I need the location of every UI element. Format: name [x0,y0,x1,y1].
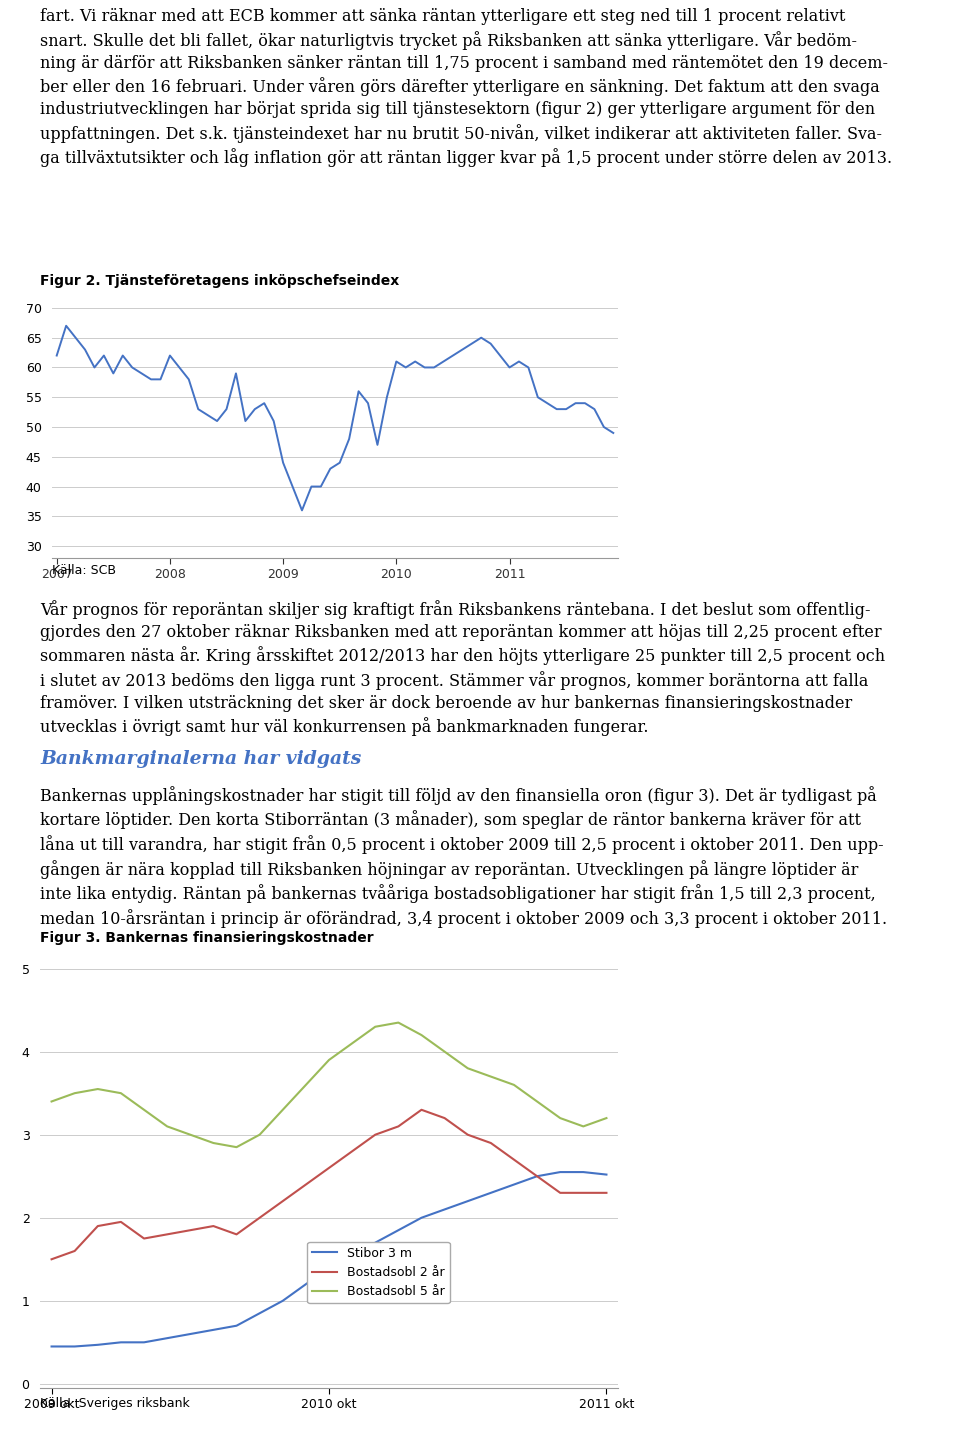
Bostadsobl 5 år [207,1135,219,1152]
Stibor 3 m [485,1184,496,1202]
Stibor 3 m [578,1164,589,1181]
Bostadsobl 2 år [300,1175,312,1193]
Stibor 3 m [508,1175,519,1193]
Line: Bostadsobl 5 år: Bostadsobl 5 år [52,1023,607,1148]
Stibor 3 m [230,1316,242,1334]
Bostadsobl 2 år [92,1218,104,1235]
Bostadsobl 2 år [46,1251,58,1268]
Stibor 3 m [370,1234,381,1251]
Bostadsobl 5 år [370,1019,381,1036]
Text: Bankmarginalerna har vidgats: Bankmarginalerna har vidgats [40,750,361,769]
Stibor 3 m [416,1209,427,1226]
Bostadsobl 5 år [184,1126,196,1144]
Bostadsobl 5 år [462,1059,473,1077]
Text: Figur 2. Tjänsteföretagens inköpschefseindex: Figur 2. Tjänsteföretagens inköpschefsei… [40,275,399,288]
Stibor 3 m [184,1325,196,1343]
Line: Stibor 3 m: Stibor 3 m [52,1173,607,1347]
Bostadsobl 2 år [115,1213,127,1231]
Bostadsobl 5 år [115,1084,127,1101]
Bostadsobl 5 år [300,1077,312,1094]
Stibor 3 m [439,1200,450,1218]
Bostadsobl 5 år [324,1051,335,1068]
Text: Bankernas upplåningskostnader har stigit till följd av den finansiella oron (fig: Bankernas upplåningskostnader har stigit… [40,786,887,928]
Bostadsobl 5 år [69,1084,81,1101]
Bostadsobl 5 år [555,1110,566,1128]
Bostadsobl 2 år [462,1126,473,1144]
Bostadsobl 2 år [184,1222,196,1239]
Bostadsobl 5 år [253,1126,265,1144]
Bostadsobl 5 år [601,1110,612,1128]
Stibor 3 m [300,1276,312,1293]
Bostadsobl 2 år [555,1184,566,1202]
Bostadsobl 5 år [485,1068,496,1085]
Bostadsobl 5 år [46,1093,58,1110]
Stibor 3 m [555,1164,566,1181]
Bostadsobl 5 år [531,1093,542,1110]
Stibor 3 m [115,1334,127,1351]
Bostadsobl 2 år [277,1193,289,1210]
Line: Bostadsobl 2 år: Bostadsobl 2 år [52,1110,607,1260]
Stibor 3 m [138,1334,150,1351]
Bostadsobl 2 år [416,1101,427,1119]
Text: fart. Vi räknar med att ECB kommer att sänka räntan ytterligare ett steg ned til: fart. Vi räknar med att ECB kommer att s… [40,9,892,167]
Bostadsobl 5 år [161,1117,173,1135]
Bostadsobl 2 år [578,1184,589,1202]
Stibor 3 m [462,1193,473,1210]
Bostadsobl 5 år [92,1081,104,1098]
Stibor 3 m [601,1165,612,1183]
Text: Vår prognos för reporäntan skiljer sig kraftigt från Riksbankens räntebana. I de: Vår prognos för reporäntan skiljer sig k… [40,600,885,737]
Bostadsobl 5 år [439,1043,450,1061]
Stibor 3 m [531,1168,542,1186]
Stibor 3 m [253,1305,265,1322]
Bostadsobl 2 år [324,1159,335,1177]
Stibor 3 m [347,1247,358,1264]
Bostadsobl 5 år [138,1101,150,1119]
Bostadsobl 2 år [601,1184,612,1202]
Text: Källa: Sveriges riksbank: Källa: Sveriges riksbank [40,1398,190,1411]
Stibor 3 m [69,1338,81,1356]
Bostadsobl 2 år [393,1117,404,1135]
Bostadsobl 2 år [230,1226,242,1244]
Bostadsobl 5 år [277,1101,289,1119]
Bostadsobl 2 år [439,1110,450,1128]
Bostadsobl 5 år [508,1077,519,1094]
Bostadsobl 2 år [69,1242,81,1260]
Stibor 3 m [207,1321,219,1338]
Text: Figur 3. Bankernas finansieringskostnader: Figur 3. Bankernas finansieringskostnade… [40,931,373,944]
Bostadsobl 5 år [393,1014,404,1032]
Stibor 3 m [161,1329,173,1347]
Stibor 3 m [92,1337,104,1354]
Bostadsobl 5 år [347,1035,358,1052]
Bostadsobl 2 år [531,1168,542,1186]
Bostadsobl 2 år [138,1229,150,1247]
Bostadsobl 2 år [347,1142,358,1159]
Stibor 3 m [393,1222,404,1239]
Bostadsobl 5 år [578,1117,589,1135]
Bostadsobl 2 år [253,1209,265,1226]
Stibor 3 m [46,1338,58,1356]
Stibor 3 m [277,1292,289,1309]
Stibor 3 m [324,1258,335,1276]
Bostadsobl 2 år [207,1218,219,1235]
Bostadsobl 5 år [230,1139,242,1157]
Bostadsobl 2 år [370,1126,381,1144]
Bostadsobl 2 år [485,1135,496,1152]
Bostadsobl 2 år [161,1226,173,1244]
Legend: Stibor 3 m, Bostadsobl 2 år, Bostadsobl 5 år: Stibor 3 m, Bostadsobl 2 år, Bostadsobl … [307,1242,450,1303]
Bostadsobl 2 år [508,1151,519,1168]
Text: Källa: SCB: Källa: SCB [52,564,116,577]
Bostadsobl 5 år [416,1026,427,1043]
